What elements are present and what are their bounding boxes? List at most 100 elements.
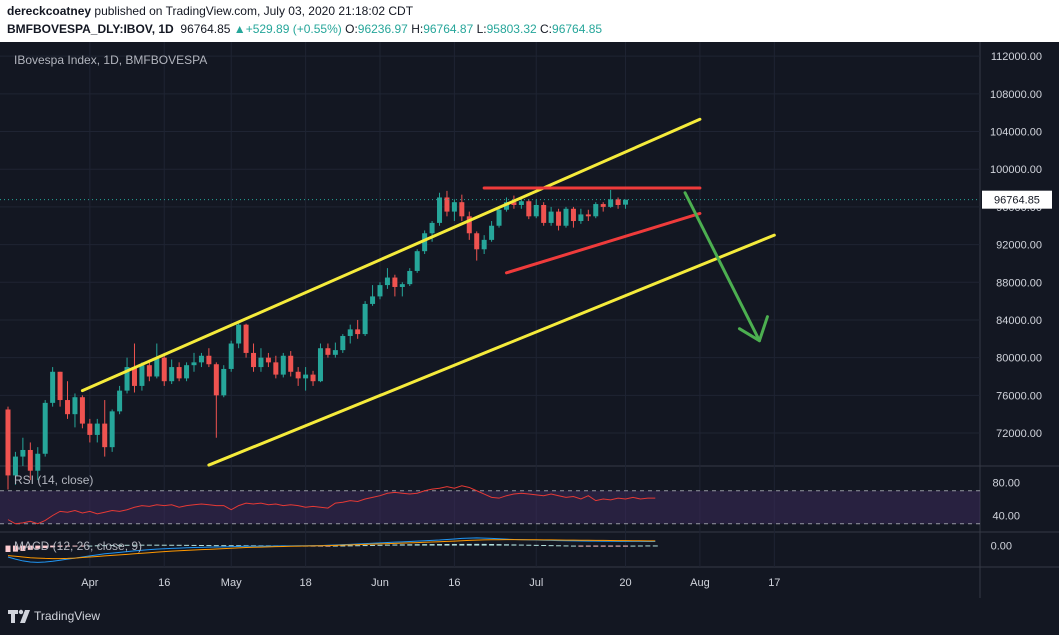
macd-hist-bar [399,544,405,546]
macd-hist-bar [585,545,591,547]
macd-hist-bar [236,545,242,547]
candle [503,202,509,210]
macd-hist-bar [600,545,606,547]
close-label: C: [540,22,553,36]
candle [303,374,309,379]
rsi-tick-label: 40.00 [992,511,1020,523]
time-tick-label: 18 [299,577,311,589]
price-tick-label: 104000.00 [990,127,1042,139]
candle [57,371,63,401]
macd-hist-bar [652,545,658,547]
candle [27,449,33,471]
candle [474,233,480,250]
macd-hist-bar [481,543,487,546]
candle [169,367,175,382]
open-value: 96236.97 [357,22,408,36]
macd-hist-bar [429,544,435,546]
candle [154,357,160,377]
candle [87,423,93,435]
price-tick-label: 100000.00 [990,164,1042,176]
candle [295,371,301,379]
candle [362,303,368,335]
macd-hist-bar [407,544,413,546]
candle [131,367,137,386]
candle [213,364,219,396]
candle [347,329,353,336]
candle [176,367,182,379]
price-tick-label: 80000.00 [996,353,1042,365]
candle [518,201,524,206]
candle [526,201,532,217]
chart-canvas[interactable]: 112000.00108000.00104000.00100000.009600… [0,42,1059,598]
candle [533,205,539,217]
macd-tick-label: 0.00 [991,541,1012,553]
price-tick-label: 92000.00 [996,240,1042,252]
channel-upper-line [80,117,702,393]
macd-hist-bar [198,545,204,546]
macd-hist-bar [489,544,495,546]
macd-hist-bar [154,544,160,546]
macd-hist-bar [102,545,108,547]
candle [139,365,145,386]
macd-hist-bar [87,545,93,547]
macd-hist-bar [414,544,420,546]
candle [600,204,606,207]
macd-hist-bar [437,544,443,546]
macd-hist-bar [228,545,234,547]
candle [392,277,398,287]
footer: TradingView [0,598,1059,635]
macd-hist-bar [12,545,18,552]
candle [511,202,517,206]
macd-hist-bar [79,545,85,547]
macd-hist-bar [131,544,137,546]
macd-hist-bar [139,544,145,546]
high-label: H: [411,22,424,36]
candle [444,197,450,212]
macd-hist-bar [124,544,130,546]
candle [317,348,323,382]
publisher-name[interactable]: dereckcoatney [7,4,92,18]
candle [459,202,465,217]
candle [228,343,234,369]
candle [72,397,78,415]
macd-hist-bar [377,544,383,546]
tradingview-brand[interactable]: TradingView [34,609,101,623]
candle [615,199,621,206]
candle [399,284,405,287]
macd-hist-bar [94,545,100,547]
macd-hist-bar [340,545,346,547]
candle [243,324,249,353]
macd-hist-bar [511,544,517,546]
candle [593,204,599,217]
macd-hist-bar [541,545,547,546]
forecast-arrow-shaft [683,191,761,343]
macd-hist-bar [109,545,115,546]
candle [563,208,569,226]
time-tick-label: 20 [619,577,631,589]
candle [117,390,123,412]
candle [258,357,264,368]
rsi-label: RSI (14, close) [14,473,93,487]
time-tick-label: 16 [448,577,460,589]
time-tick-label: Aug [690,577,710,589]
macd-hist-bar [526,544,532,546]
macd-hist-bar [623,545,629,547]
low-label: L: [476,22,487,36]
last-price: 96764.85 [180,22,231,36]
candle [481,239,487,250]
candle [191,362,197,366]
candle [184,365,190,379]
macd-hist-bar [593,545,599,547]
candle [332,350,338,355]
macd-hist-bar [451,543,457,546]
candle [146,365,152,377]
candle [5,409,11,476]
time-tick-label: Jun [371,577,389,589]
candle [198,355,204,363]
candle [265,357,271,363]
chart-header: dereckcoatney published on TradingView.c… [0,0,1059,42]
tradingview-logo-icon [8,609,30,623]
macd-hist-bar [20,545,26,551]
macd-hist-bar [176,544,182,546]
candle [451,202,457,212]
